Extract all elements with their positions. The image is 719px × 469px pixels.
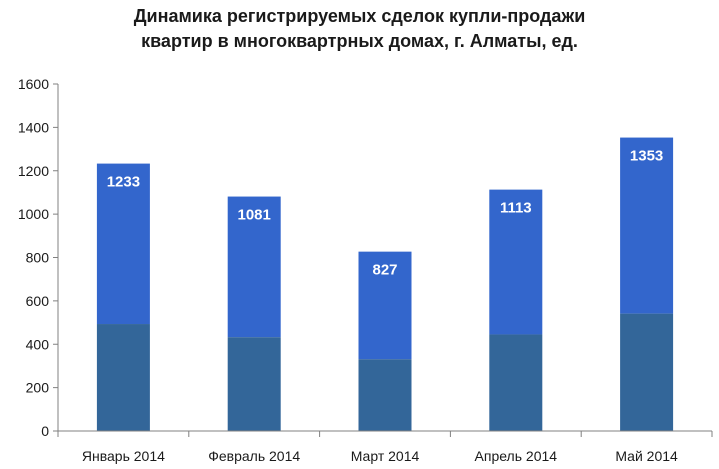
y-tick-label: 1600 — [18, 76, 49, 92]
x-category-label: Март 2014 — [351, 448, 420, 464]
bar: 1353 — [620, 137, 674, 431]
x-category-label: Февраль 2014 — [208, 448, 300, 464]
bar: 1081 — [227, 196, 281, 431]
y-tick-label: 200 — [26, 380, 50, 396]
bar-upper-segment — [96, 163, 150, 325]
x-category-label: Январь 2014 — [82, 448, 165, 464]
bar-lower-segment — [96, 324, 150, 431]
bar-value-label: 1353 — [630, 148, 663, 165]
bars: 1233 1081 827 1113 1353 — [96, 137, 674, 431]
chart-title-line-1: Динамика регистрируемых сделок купли-про… — [133, 6, 586, 26]
bar-value-label: 1113 — [500, 200, 532, 217]
chart-title-line-2: квартир в многоквартрных домах, г. Алмат… — [141, 31, 578, 51]
chart-title: Динамика регистрируемых сделок купли-про… — [0, 4, 719, 54]
bar-upper-segment — [620, 137, 674, 314]
y-tick-label: 1000 — [18, 206, 49, 222]
y-tick-label: 0 — [41, 423, 49, 439]
y-tick-label: 400 — [26, 336, 50, 352]
bar-value-label: 1233 — [107, 174, 140, 191]
bar: 827 — [358, 251, 412, 431]
y-tick-label: 1400 — [18, 119, 49, 135]
bar-upper-segment — [358, 251, 412, 360]
x-category-label: Апрель 2014 — [475, 448, 558, 464]
y-tick-label: 1200 — [18, 163, 49, 179]
bar-upper-segment — [489, 189, 543, 335]
bar-lower-segment — [620, 313, 674, 431]
bar-lower-segment — [489, 334, 543, 431]
bar-lower-segment — [358, 359, 412, 431]
y-tick-label: 800 — [26, 250, 50, 266]
bar-upper-segment — [227, 196, 281, 338]
bar-lower-segment — [227, 337, 281, 431]
bar-value-label: 1081 — [238, 207, 271, 224]
x-category-label: Май 2014 — [615, 448, 678, 464]
x-axis: Январь 2014 Февраль 2014 Март 2014 Апрель 2… — [57, 430, 713, 464]
bar: 1233 — [96, 163, 150, 431]
y-tick-label: 600 — [26, 293, 50, 309]
bar: 1113 — [489, 189, 543, 431]
y-axis: 0 200 400 600 800 1000 1200 1400 1600 — [18, 76, 59, 439]
bar-value-label: 827 — [372, 262, 397, 279]
